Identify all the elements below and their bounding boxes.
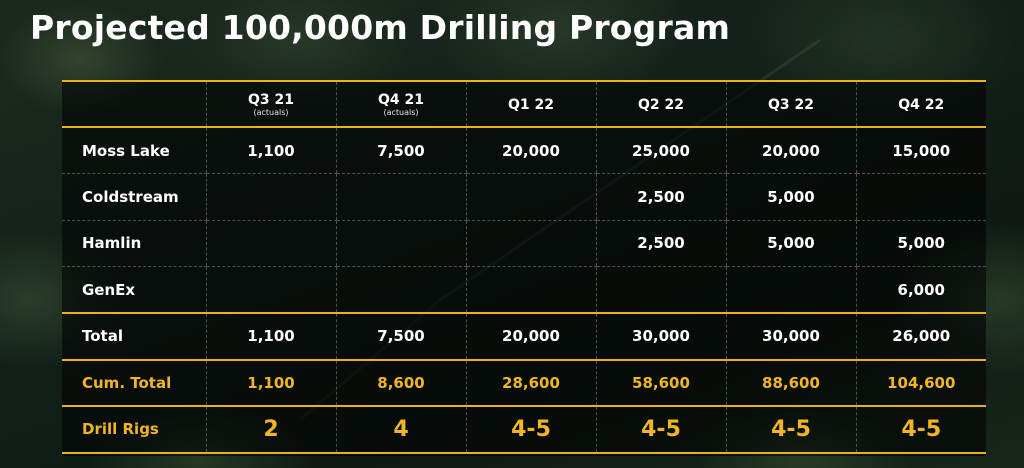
table-row: Coldstream 2,500 5,000 <box>62 173 986 221</box>
column-label: Q2 22 <box>638 97 684 113</box>
table-cell: 5,000 <box>855 220 986 267</box>
drilling-table: Q3 21 (actuals) Q4 21 (actuals) Q1 22 Q2 2… <box>62 80 986 454</box>
table-cell: 4 <box>335 406 466 454</box>
table-cell: 6,000 <box>855 266 986 314</box>
row-label: Total <box>62 312 206 361</box>
row-label: GenEx <box>62 266 206 314</box>
table-cell: 1,100 <box>205 127 336 174</box>
header-row: Q3 21 (actuals) Q4 21 (actuals) Q1 22 Q2 2… <box>62 80 986 128</box>
table-cell <box>335 173 466 221</box>
table-cell: 7,500 <box>335 127 466 174</box>
table-cell <box>725 266 856 314</box>
table-cell: 20,000 <box>465 127 596 174</box>
total-row: Total 1,100 7,500 20,000 30,000 30,000 2… <box>62 312 986 361</box>
table-cell: 30,000 <box>595 312 726 361</box>
table-cell: 4-5 <box>595 406 726 454</box>
table-row: GenEx 6,000 <box>62 266 986 314</box>
table-cell <box>595 266 726 314</box>
table-cell <box>205 266 336 314</box>
table-cell: 1,100 <box>205 312 336 361</box>
column-header: Q2 22 <box>595 80 726 128</box>
table-cell: 20,000 <box>465 312 596 361</box>
column-label: Q1 22 <box>508 97 554 113</box>
table-cell: 2,500 <box>595 173 726 221</box>
drill-rigs-row: Drill Rigs 2 4 4-5 4-5 4-5 4-5 <box>62 406 986 454</box>
table-cell: 15,000 <box>855 127 986 174</box>
table-cell: 28,600 <box>465 359 596 407</box>
column-header: Q1 22 <box>465 80 596 128</box>
table-cell: 4-5 <box>465 406 596 454</box>
table-cell <box>335 220 466 267</box>
table-cell <box>855 173 986 221</box>
column-header: Q3 21 (actuals) <box>205 80 336 128</box>
table-cell <box>465 220 596 267</box>
column-header: Q4 22 <box>855 80 986 128</box>
column-note: (actuals) <box>383 108 419 117</box>
table-cell: 8,600 <box>335 359 466 407</box>
column-label: Q4 22 <box>898 97 945 113</box>
table-cell: 5,000 <box>725 173 856 221</box>
table-cell: 104,600 <box>855 359 986 407</box>
row-label: Moss Lake <box>62 127 206 174</box>
table-cell <box>205 220 336 267</box>
header-corner <box>62 80 206 128</box>
table-cell: 20,000 <box>725 127 856 174</box>
table-cell: 4-5 <box>855 406 986 454</box>
drilling-program-table: Q3 21 (actuals) Q4 21 (actuals) Q1 22 Q2 2… <box>62 80 986 456</box>
table-row: Hamlin 2,500 5,000 5,000 <box>62 220 986 267</box>
page-title: Projected 100,000m Drilling Program <box>30 8 731 47</box>
row-label: Cum. Total <box>62 359 206 407</box>
table-cell: 25,000 <box>595 127 726 174</box>
table-cell: 88,600 <box>725 359 856 407</box>
column-label: Q3 21 <box>248 92 294 108</box>
row-label: Drill Rigs <box>62 406 206 454</box>
column-label: Q3 22 <box>768 97 814 113</box>
row-label: Coldstream <box>62 173 206 221</box>
table-cell: 2,500 <box>595 220 726 267</box>
table-cell <box>205 173 336 221</box>
table-cell: 1,100 <box>205 359 336 407</box>
table-cell: 5,000 <box>725 220 856 267</box>
table-cell <box>465 266 596 314</box>
cum-total-row: Cum. Total 1,100 8,600 28,600 58,600 88,… <box>62 359 986 407</box>
column-header: Q4 21 (actuals) <box>335 80 466 128</box>
table-cell <box>465 173 596 221</box>
table-cell: 26,000 <box>855 312 986 361</box>
table-cell: 4-5 <box>725 406 856 454</box>
column-header: Q3 22 <box>725 80 856 128</box>
table-row: Moss Lake 1,100 7,500 20,000 25,000 20,0… <box>62 127 986 174</box>
column-label: Q4 21 <box>378 92 424 108</box>
table-cell: 7,500 <box>335 312 466 361</box>
table-cell <box>335 266 466 314</box>
table-cell: 58,600 <box>595 359 726 407</box>
table-cell: 30,000 <box>725 312 856 361</box>
row-label: Hamlin <box>62 220 206 267</box>
column-note: (actuals) <box>253 108 289 117</box>
table-cell: 2 <box>205 406 336 454</box>
